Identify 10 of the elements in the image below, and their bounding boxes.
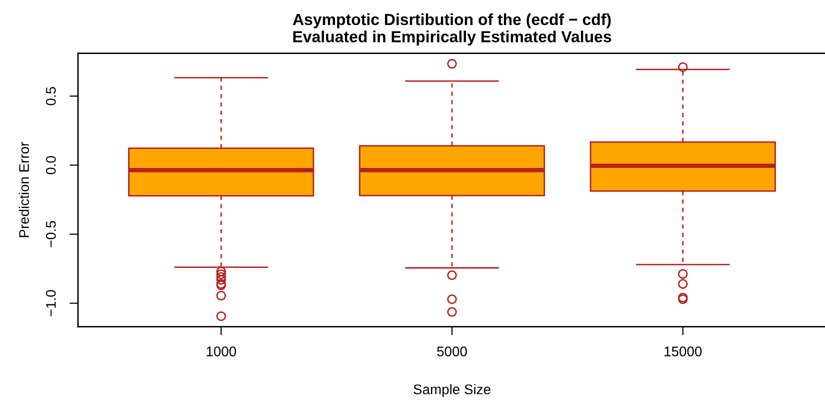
y-axis-title: Prediction Error (18, 142, 29, 238)
y-tick-label: 0.0 (46, 156, 56, 174)
x-tick-label: 15000 (664, 346, 702, 356)
y-tick-label: −0.5 (46, 221, 56, 248)
chart-title: Asymptotic Disrtibution of the (ecdf − cdf) Evaluated in Empirically Estimated Values (292, 13, 612, 46)
x-tick-label: 1000 (206, 346, 236, 356)
x-axis-title: Sample Size (414, 384, 490, 398)
y-tick-label: 0.5 (46, 87, 56, 106)
y-tick-label: −1.0 (46, 290, 56, 316)
x-tick-label: 5000 (437, 346, 467, 356)
